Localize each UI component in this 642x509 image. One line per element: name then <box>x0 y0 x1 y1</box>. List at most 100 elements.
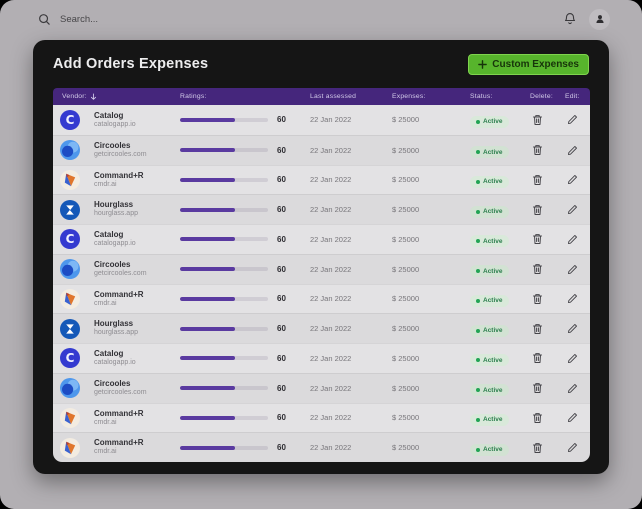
custom-expenses-button[interactable]: Custom Expenses <box>468 53 589 75</box>
edit-button[interactable] <box>565 321 580 336</box>
status-label: Active <box>483 267 503 275</box>
expenses-value: $ 25000 <box>392 443 420 453</box>
status-dot-icon <box>476 269 480 274</box>
expenses-value: $ 25000 <box>392 145 420 155</box>
edit-cell <box>565 262 590 277</box>
last-assessed-value: 22 Jan 2022 <box>310 294 352 304</box>
edit-button[interactable] <box>565 232 580 247</box>
commandr-logo-icon <box>60 288 80 309</box>
panel-header: Add Orders Expenses Custom Expenses <box>33 40 609 88</box>
trash-icon <box>533 114 542 125</box>
trash-icon <box>533 353 542 364</box>
edit-button[interactable] <box>565 381 580 396</box>
delete-button[interactable] <box>530 380 545 396</box>
delete-button[interactable] <box>530 440 545 456</box>
vendor-text: Command+R cmdr.ai <box>94 438 144 457</box>
vendor-domain: cmdr.ai <box>94 180 117 188</box>
user-icon <box>595 15 604 23</box>
status-dot-icon <box>476 150 480 155</box>
delete-button[interactable] <box>530 172 545 188</box>
delete-button[interactable] <box>530 410 545 426</box>
delete-button[interactable] <box>530 350 545 366</box>
user-avatar[interactable] <box>589 8 610 30</box>
edit-button[interactable] <box>565 351 580 366</box>
vendor-cell: Circooles getcircooles.com <box>60 378 180 399</box>
last-assessed-value: 22 Jan 2022 <box>310 175 352 185</box>
edit-button[interactable] <box>565 112 580 127</box>
edit-button[interactable] <box>565 262 580 277</box>
column-header-status[interactable]: Status: <box>470 93 493 100</box>
vendor-domain: cmdr.ai <box>94 299 117 307</box>
status-label: Active <box>483 237 503 245</box>
trash-icon <box>533 264 542 275</box>
search-input[interactable] <box>58 12 242 26</box>
delete-button[interactable] <box>530 202 545 218</box>
expenses-value: $ 25000 <box>392 115 420 125</box>
rating-cell: 60 <box>180 115 310 124</box>
edit-cell <box>565 232 590 247</box>
rating-bar <box>180 117 268 122</box>
edit-cell <box>565 202 590 217</box>
rating-bar-fill <box>180 326 235 331</box>
vendor-text: Hourglass hourglass.app <box>94 200 138 219</box>
vendor-text: Hourglass hourglass.app <box>94 319 138 338</box>
table-row: Circooles getcircooles.com 60 22 Jan 202… <box>53 253 590 284</box>
trash-icon <box>533 442 542 453</box>
last-assessed-value: 22 Jan 2022 <box>310 264 352 274</box>
sort-descending-icon <box>90 93 96 100</box>
status-cell: Active <box>470 379 530 397</box>
delete-button[interactable] <box>530 261 545 277</box>
vendor-logo <box>60 318 80 339</box>
status-dot-icon <box>476 209 480 214</box>
orders-expenses-panel: Add Orders Expenses Custom Expenses Vend… <box>33 40 609 474</box>
rating-cell: 60 <box>180 146 310 155</box>
edit-button[interactable] <box>565 440 580 455</box>
edit-cell <box>565 440 590 455</box>
status-label: Active <box>483 327 503 335</box>
status-badge: Active <box>470 205 509 218</box>
delete-button[interactable] <box>530 112 545 128</box>
delete-button[interactable] <box>530 291 545 307</box>
rating-bar-fill <box>180 237 235 242</box>
search-bar[interactable] <box>38 12 242 26</box>
commandr-logo-icon <box>60 169 80 190</box>
column-header-vendor[interactable]: Vendor: <box>60 93 180 101</box>
edit-cell <box>565 291 590 306</box>
edit-button[interactable] <box>565 143 580 158</box>
custom-expenses-label: Custom Expenses <box>492 58 579 70</box>
rating-cell: 60 <box>180 413 310 422</box>
edit-button[interactable] <box>565 202 580 217</box>
notifications-button[interactable] <box>563 12 577 26</box>
last-assessed-value: 22 Jan 2022 <box>310 413 352 423</box>
rating-bar <box>180 415 268 420</box>
last-assessed-value: 22 Jan 2022 <box>310 205 352 215</box>
status-badge: Active <box>470 294 509 307</box>
status-dot-icon <box>476 239 480 244</box>
expenses-value: $ 25000 <box>392 324 420 334</box>
rating-cell: 60 <box>180 324 310 333</box>
vendor-text: Catalog catalogapp.io <box>94 230 136 249</box>
topbar <box>0 0 642 38</box>
table-row: C Catalog catalogapp.io 60 22 Jan 2022 $… <box>53 105 590 135</box>
vendor-text: Circooles getcircooles.com <box>94 141 147 160</box>
vendor-domain: cmdr.ai <box>94 418 117 426</box>
table-row: Circooles getcircooles.com 60 22 Jan 202… <box>53 134 590 165</box>
column-header-expenses[interactable]: Expenses: <box>392 93 426 100</box>
column-header-ratings[interactable]: Ratings: <box>180 93 207 100</box>
rating-value: 60 <box>277 443 286 453</box>
vendor-logo: C <box>60 348 80 369</box>
edit-button[interactable] <box>565 410 580 425</box>
status-badge: Active <box>470 413 509 426</box>
column-header-last-assessed[interactable]: Last assessed <box>310 93 357 100</box>
delete-button[interactable] <box>530 142 545 158</box>
delete-cell <box>530 410 565 426</box>
delete-button[interactable] <box>530 321 545 337</box>
edit-button[interactable] <box>565 291 580 306</box>
expenses-value: $ 25000 <box>392 175 420 185</box>
delete-button[interactable] <box>530 231 545 247</box>
status-label: Active <box>483 148 503 156</box>
status-label: Active <box>483 416 503 424</box>
trash-icon <box>533 293 542 304</box>
edit-button[interactable] <box>565 172 580 187</box>
catalog-logo-icon: C <box>60 109 80 130</box>
